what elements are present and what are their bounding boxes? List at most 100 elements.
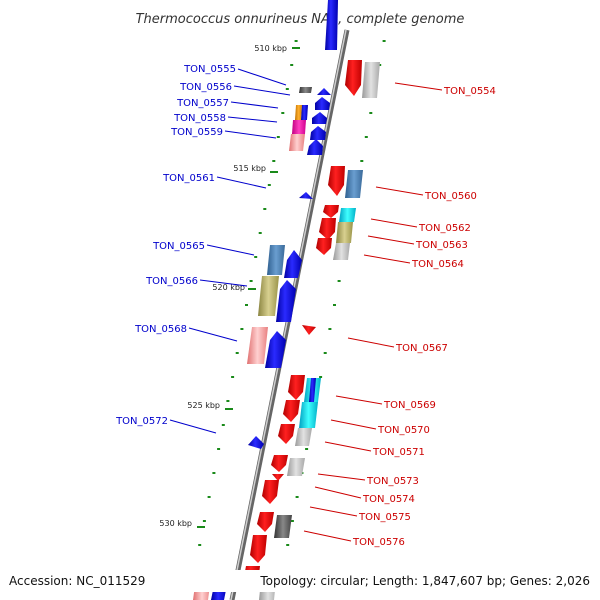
gene-ton-0570 [299, 402, 318, 428]
minor-tick [295, 496, 299, 498]
gene-label-ton-0560: TON_0560 [424, 191, 477, 202]
minor-tick [328, 328, 332, 330]
gene-label-ton-0555: TON_0555 [183, 64, 236, 75]
gene-ton-0564 [333, 243, 350, 260]
minor-tick [290, 64, 294, 66]
kbp-tick-515 [270, 171, 278, 173]
gene-ton-0554 [345, 60, 362, 96]
gene-feature [362, 62, 380, 98]
gene-label-ton-0575: TON_0575 [358, 512, 411, 523]
gene-label-ton-0570: TON_0570 [377, 425, 430, 436]
leader-ton-0561 [216, 176, 267, 189]
minor-tick [360, 160, 364, 162]
gene-feature [345, 170, 363, 198]
minor-tick [245, 304, 248, 306]
gene-ton-0574 [272, 474, 284, 481]
gene-label-ton-0558: TON_0558 [173, 113, 226, 124]
gene-feature [316, 238, 332, 255]
gene-label-ton-0563: TON_0563 [415, 240, 468, 251]
minor-tick [217, 448, 221, 450]
gene-label-ton-0572: TON_0572 [115, 416, 168, 427]
minor-tick [240, 328, 244, 330]
gene-label-ton-0568: TON_0568 [134, 324, 187, 335]
leader-ton-0560 [375, 186, 424, 196]
gene-label-ton-0569: TON_0569 [383, 400, 436, 411]
leader-ton-0566 [199, 279, 248, 287]
leader-ton-0574 [314, 486, 362, 499]
gene-feature [271, 455, 288, 472]
minor-tick [221, 424, 225, 426]
gene-ton-0558 [292, 120, 306, 134]
gene-feature [319, 218, 336, 240]
accession-text: Accession: NC_011529 [9, 574, 145, 588]
kbp-label: 510 kbp [254, 44, 287, 53]
gene-label-ton-0573: TON_0573 [366, 476, 419, 487]
gene-label-ton-0566: TON_0566 [145, 276, 198, 287]
gene-feature [288, 375, 305, 400]
gene-label-ton-0565: TON_0565 [152, 241, 205, 252]
minor-tick [323, 352, 327, 354]
gene-label-ton-0557: TON_0557 [176, 98, 229, 109]
kbp-label: 525 kbp [187, 401, 220, 410]
minor-tick [226, 400, 230, 402]
leader-ton-0571 [324, 441, 372, 452]
gene-label-ton-0571: TON_0571 [372, 447, 425, 458]
gene-feature [284, 250, 302, 278]
minor-tick [285, 88, 289, 90]
minor-tick [267, 184, 271, 186]
leader-ton-0569 [335, 395, 383, 405]
leader-ton-0570 [330, 419, 377, 430]
minor-tick [286, 544, 290, 546]
kbp-tick-530 [197, 526, 205, 528]
leader-ton-0562 [370, 218, 418, 228]
gene-label-ton-0561: TON_0561 [162, 173, 215, 184]
gene-ton-0575 [257, 512, 274, 532]
gene-feature [276, 280, 296, 322]
minor-tick [319, 376, 323, 378]
gene-ton-0568 [247, 327, 268, 364]
gene-feature [301, 105, 308, 120]
minor-tick [235, 352, 239, 354]
minor-tick [333, 304, 336, 306]
minor-tick [207, 496, 211, 498]
gene-label-ton-0574: TON_0574 [362, 494, 415, 505]
leader-ton-0558 [227, 116, 278, 123]
kbp-label: 515 kbp [233, 164, 266, 173]
gene-feature [274, 515, 292, 538]
gene-ton-0571 [295, 428, 312, 446]
minor-tick [337, 280, 341, 282]
leader-ton-0572 [169, 419, 217, 434]
leader-ton-0554 [394, 82, 443, 91]
minor-tick [263, 208, 267, 210]
minor-tick [382, 40, 386, 42]
minor-tick [290, 520, 294, 522]
left-leader-lines [169, 68, 291, 434]
leader-ton-0559 [224, 130, 277, 139]
kbp-ticks [197, 47, 300, 528]
reverse-strand-genes [243, 0, 380, 600]
minor-tick [254, 256, 258, 258]
leader-ton-0556 [233, 85, 291, 96]
minor-tick [305, 448, 309, 450]
gene-label-ton-0559: TON_0559 [170, 127, 223, 138]
gene-feature [325, 0, 338, 50]
map-title: Thermococcus onnurineus NA1, complete ge… [136, 12, 465, 27]
gene-ton-0563 [336, 222, 353, 243]
topology-text: Topology: circular; Length: 1,847,607 bp… [259, 574, 590, 588]
gene-feature [265, 331, 286, 368]
kbp-label: 520 kbp [212, 283, 245, 292]
leader-ton-0567 [347, 337, 395, 348]
leader-ton-0555 [237, 68, 287, 86]
minor-tick [272, 160, 276, 162]
leader-ton-0575 [309, 506, 358, 517]
leader-ton-0576 [303, 530, 352, 542]
gene-feature [283, 400, 300, 422]
gene-label-ton-0576: TON_0576 [352, 537, 405, 548]
footer-right-backdrop [258, 570, 600, 592]
gene-feature [307, 139, 323, 155]
leader-ton-0564 [363, 254, 411, 264]
minor-tick [276, 136, 280, 138]
gene-feature [323, 205, 339, 218]
minor-tick [198, 544, 202, 546]
minor-tick [294, 40, 298, 42]
